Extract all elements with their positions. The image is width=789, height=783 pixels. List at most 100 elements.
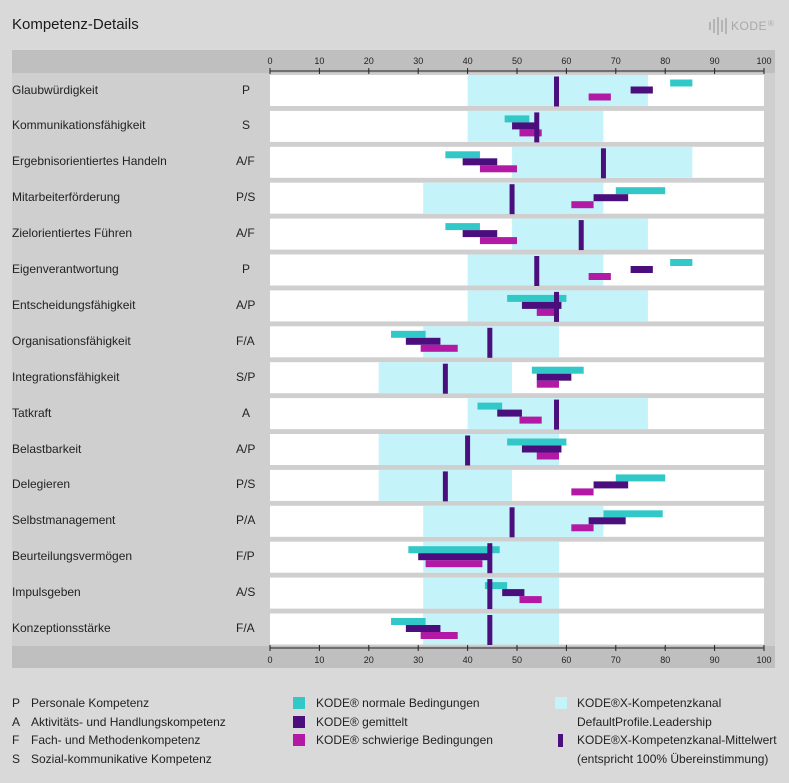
top-tick-label: 60 [561,56,571,66]
bar-averaged [418,553,490,561]
bar-normal-conditions [445,223,480,231]
bar-averaged [630,266,653,273]
competency-row [270,434,764,466]
bar-averaged [588,517,626,525]
bar-normal-conditions [531,366,584,374]
bottom-tick-label: 90 [710,655,720,665]
top-tick-label: 40 [463,56,473,66]
row-label: Glaubwürdigkeit [12,82,99,97]
bar-difficult-conditions [571,524,594,532]
legend-channel-mean-note: (entspricht 100% Übereinstimmung) [577,751,769,766]
competency-row [270,505,764,538]
row-code: F/P [236,549,255,564]
legend-channel-text: KODE®X-Kompetenzkanal [577,696,722,710]
channel-mean-marker [442,363,448,394]
bar-averaged [630,86,653,94]
bar-averaged [405,337,441,345]
bar-normal-conditions [504,115,530,123]
bottom-tick-label: 20 [364,655,374,665]
bar-difficult-conditions [420,632,458,639]
bar-normal-conditions [615,187,666,195]
bar-averaged [536,373,572,381]
row-code: F/A [236,333,255,348]
legend-series-text: KODE® normale Bedingungen [316,696,480,710]
channel-mean-marker [534,112,540,143]
bottom-tick-label: 70 [611,655,621,665]
row-code: S/P [236,369,256,384]
row-code: P [242,82,251,97]
bar-averaged [593,194,629,202]
bar-normal-conditions [670,259,693,266]
top-tick-label: 90 [710,56,720,66]
legend-code-key: F [12,733,20,747]
bar-normal-conditions [507,438,567,446]
row-label: Zielorientiertes Führen [12,226,133,241]
competency-row [270,182,764,215]
bottom-tick-label: 60 [561,655,571,665]
row-code: A [242,405,251,420]
legend-code-text: Sozial-kommunikative Kompetenz [31,751,212,766]
channel-mean-marker [600,148,606,179]
channel-mean-marker [487,327,493,358]
bar-averaged [502,589,525,597]
legend-swatch-average [293,715,305,728]
legend-series-text: KODE® gemittelt [316,714,408,729]
legend-swatch-difficult [293,734,305,746]
competency-row [270,326,764,358]
competency-row [270,362,764,394]
legend-swatch-normal [293,697,305,709]
top-tick-label: 50 [512,56,522,66]
competency-row [270,469,764,502]
bar-normal-conditions [391,618,426,625]
legend-code-text: Aktivitäts- und Handlungskompetenz [31,714,226,729]
kode-logo: KODE ® [709,17,774,35]
bar-normal-conditions [408,546,500,554]
channel-mean-marker [509,507,515,538]
row-code: S [242,118,251,133]
bar-difficult-conditions [519,596,542,604]
bar-normal-conditions [507,294,567,302]
bar-averaged [497,409,522,417]
row-background [270,362,764,394]
row-code: A/F [236,154,255,169]
top-tick-label: 100 [756,56,771,66]
channel-mean-marker [578,220,584,251]
row-label: Kommunikationsfähigkeit [12,118,146,133]
bar-normal-conditions [670,79,693,87]
competency-row [270,110,764,143]
competency-row [270,254,764,286]
bar-difficult-conditions [420,344,458,352]
bar-normal-conditions [484,582,508,590]
bottom-tick-label: 100 [756,655,771,665]
bottom-tick-label: 30 [413,655,423,665]
channel-mean-marker [509,184,515,215]
competency-row [270,290,764,322]
bar-averaged [521,445,562,453]
row-code: P/A [236,513,256,528]
top-tick-label: 20 [364,56,374,66]
competency-row [270,613,764,645]
row-code: A/P [236,441,256,456]
bar-difficult-conditions [479,165,517,173]
bar-difficult-conditions [588,93,611,101]
row-code: P/S [236,190,256,205]
bottom-tick-label: 50 [512,655,522,665]
page-title: Kompetenz-Details [12,16,139,33]
row-label: Beurteilungsvermögen [12,549,133,564]
bar-difficult-conditions [519,129,542,137]
row-code: A/F [236,226,255,241]
channel-mean-marker [487,543,493,574]
top-tick-label: 10 [314,56,324,66]
row-label: Ergebnisorientiertes Handeln [12,154,167,169]
competency-row [270,541,764,574]
row-background [270,469,764,501]
bar-normal-conditions [615,474,666,482]
legend-code-text: Fach- und Methodenkompetenz [31,733,201,747]
row-code: F/A [236,621,255,635]
kode-logo-sup: ® [768,18,775,28]
channel-mean-marker [465,435,471,466]
legend-code-key: P [12,696,21,710]
top-tick-label: 70 [611,56,621,66]
bottom-tick-label: 40 [463,655,473,665]
